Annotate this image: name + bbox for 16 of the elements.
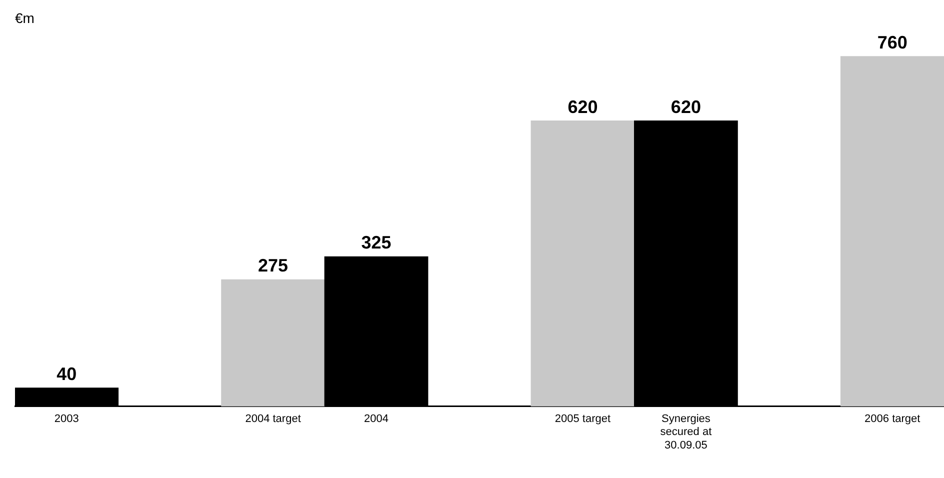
- x-tick-label: 2004 target: [245, 413, 301, 426]
- x-tick-label: 2005 target: [554, 413, 611, 426]
- bar: [221, 279, 325, 406]
- data-label: 760: [877, 32, 908, 52]
- data-label: 620: [568, 96, 598, 117]
- y-axis-title: €m: [15, 10, 34, 26]
- data-label: 275: [258, 256, 288, 276]
- x-tick-label: 2003: [54, 413, 79, 426]
- x-tick-label: 2004: [364, 413, 389, 426]
- bar: [840, 56, 944, 406]
- x-tick-label: 2006 target: [864, 413, 920, 426]
- x-tick-label: Synergies secured at 30.09.05: [660, 413, 712, 452]
- data-label: 40: [56, 364, 77, 384]
- data-label: 325: [361, 232, 392, 253]
- data-label: 620: [670, 96, 701, 117]
- bar: [530, 120, 635, 406]
